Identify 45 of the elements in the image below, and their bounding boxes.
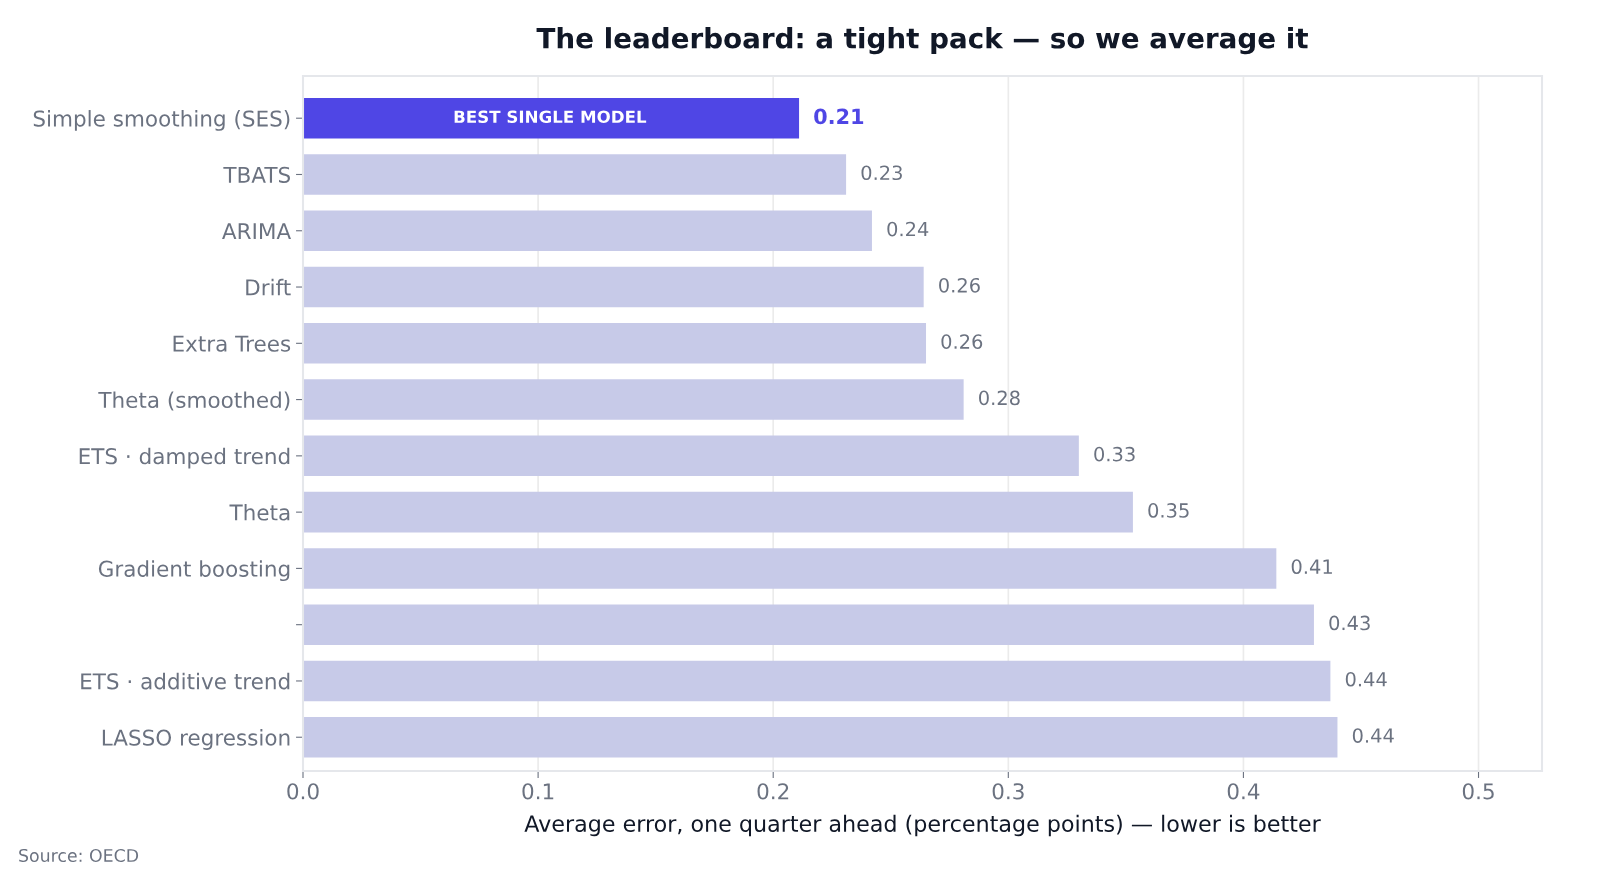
data-label: 0.21 — [814, 108, 864, 125]
bar — [303, 491, 1133, 533]
source-note: Source: OECD — [19, 848, 139, 863]
bar — [303, 716, 1338, 758]
y-tick-label: Extra Trees — [173, 335, 291, 352]
bar — [303, 210, 872, 252]
bar — [303, 154, 847, 195]
bar — [303, 97, 800, 139]
y-tick-label: Theta (smoothed) — [98, 391, 290, 411]
bar — [303, 266, 924, 308]
bar — [303, 379, 964, 420]
y-tick-label: TBATS — [223, 166, 290, 183]
data-label: 0.24 — [887, 221, 929, 237]
x-tick-label: 0.0 — [287, 783, 319, 800]
x-axis-title: Average error, one quarter ahead (percentage points) — lower is better — [524, 814, 1321, 837]
bar — [303, 604, 1314, 645]
chart-title: The leaderboard: a tight pack — so we average it — [536, 27, 1308, 55]
y-tick-label: ETS · damped trend — [79, 447, 290, 469]
data-label: 0.23 — [861, 165, 902, 181]
y-tick-label: Gradient boosting — [98, 560, 290, 582]
y-tick-label: Simple smoothing (SES) — [33, 110, 290, 131]
data-label: 0.33 — [1094, 446, 1135, 462]
x-tick-label: 0.1 — [522, 783, 554, 800]
data-label: 0.28 — [979, 390, 1020, 406]
x-tick-label: 0.5 — [1462, 783, 1494, 800]
bar — [303, 323, 927, 364]
data-label: 0.35 — [1148, 503, 1189, 518]
y-tick-label: ARIMA — [222, 223, 292, 239]
annotation: BEST SINGLE MODEL — [454, 110, 647, 124]
data-label: 0.44 — [1345, 671, 1387, 687]
y-tick-label: LASSO regression — [102, 729, 290, 750]
y-tick-label: Theta — [229, 503, 290, 521]
data-label: 0.44 — [1352, 728, 1394, 743]
bar — [303, 548, 1277, 589]
data-label: 0.26 — [939, 277, 980, 293]
bar — [303, 660, 1331, 702]
y-tick-label: ETS · additive trend — [81, 672, 290, 690]
data-label: 0.41 — [1291, 559, 1332, 575]
x-tick-label: 0.4 — [1227, 783, 1260, 800]
y-tick-label: Drift — [246, 278, 291, 296]
x-tick-label: 0.3 — [992, 783, 1024, 800]
data-label: 0.26 — [941, 334, 983, 349]
data-label: 0.43 — [1329, 615, 1370, 631]
x-tick-label: 0.2 — [757, 783, 789, 800]
bar — [303, 435, 1079, 477]
